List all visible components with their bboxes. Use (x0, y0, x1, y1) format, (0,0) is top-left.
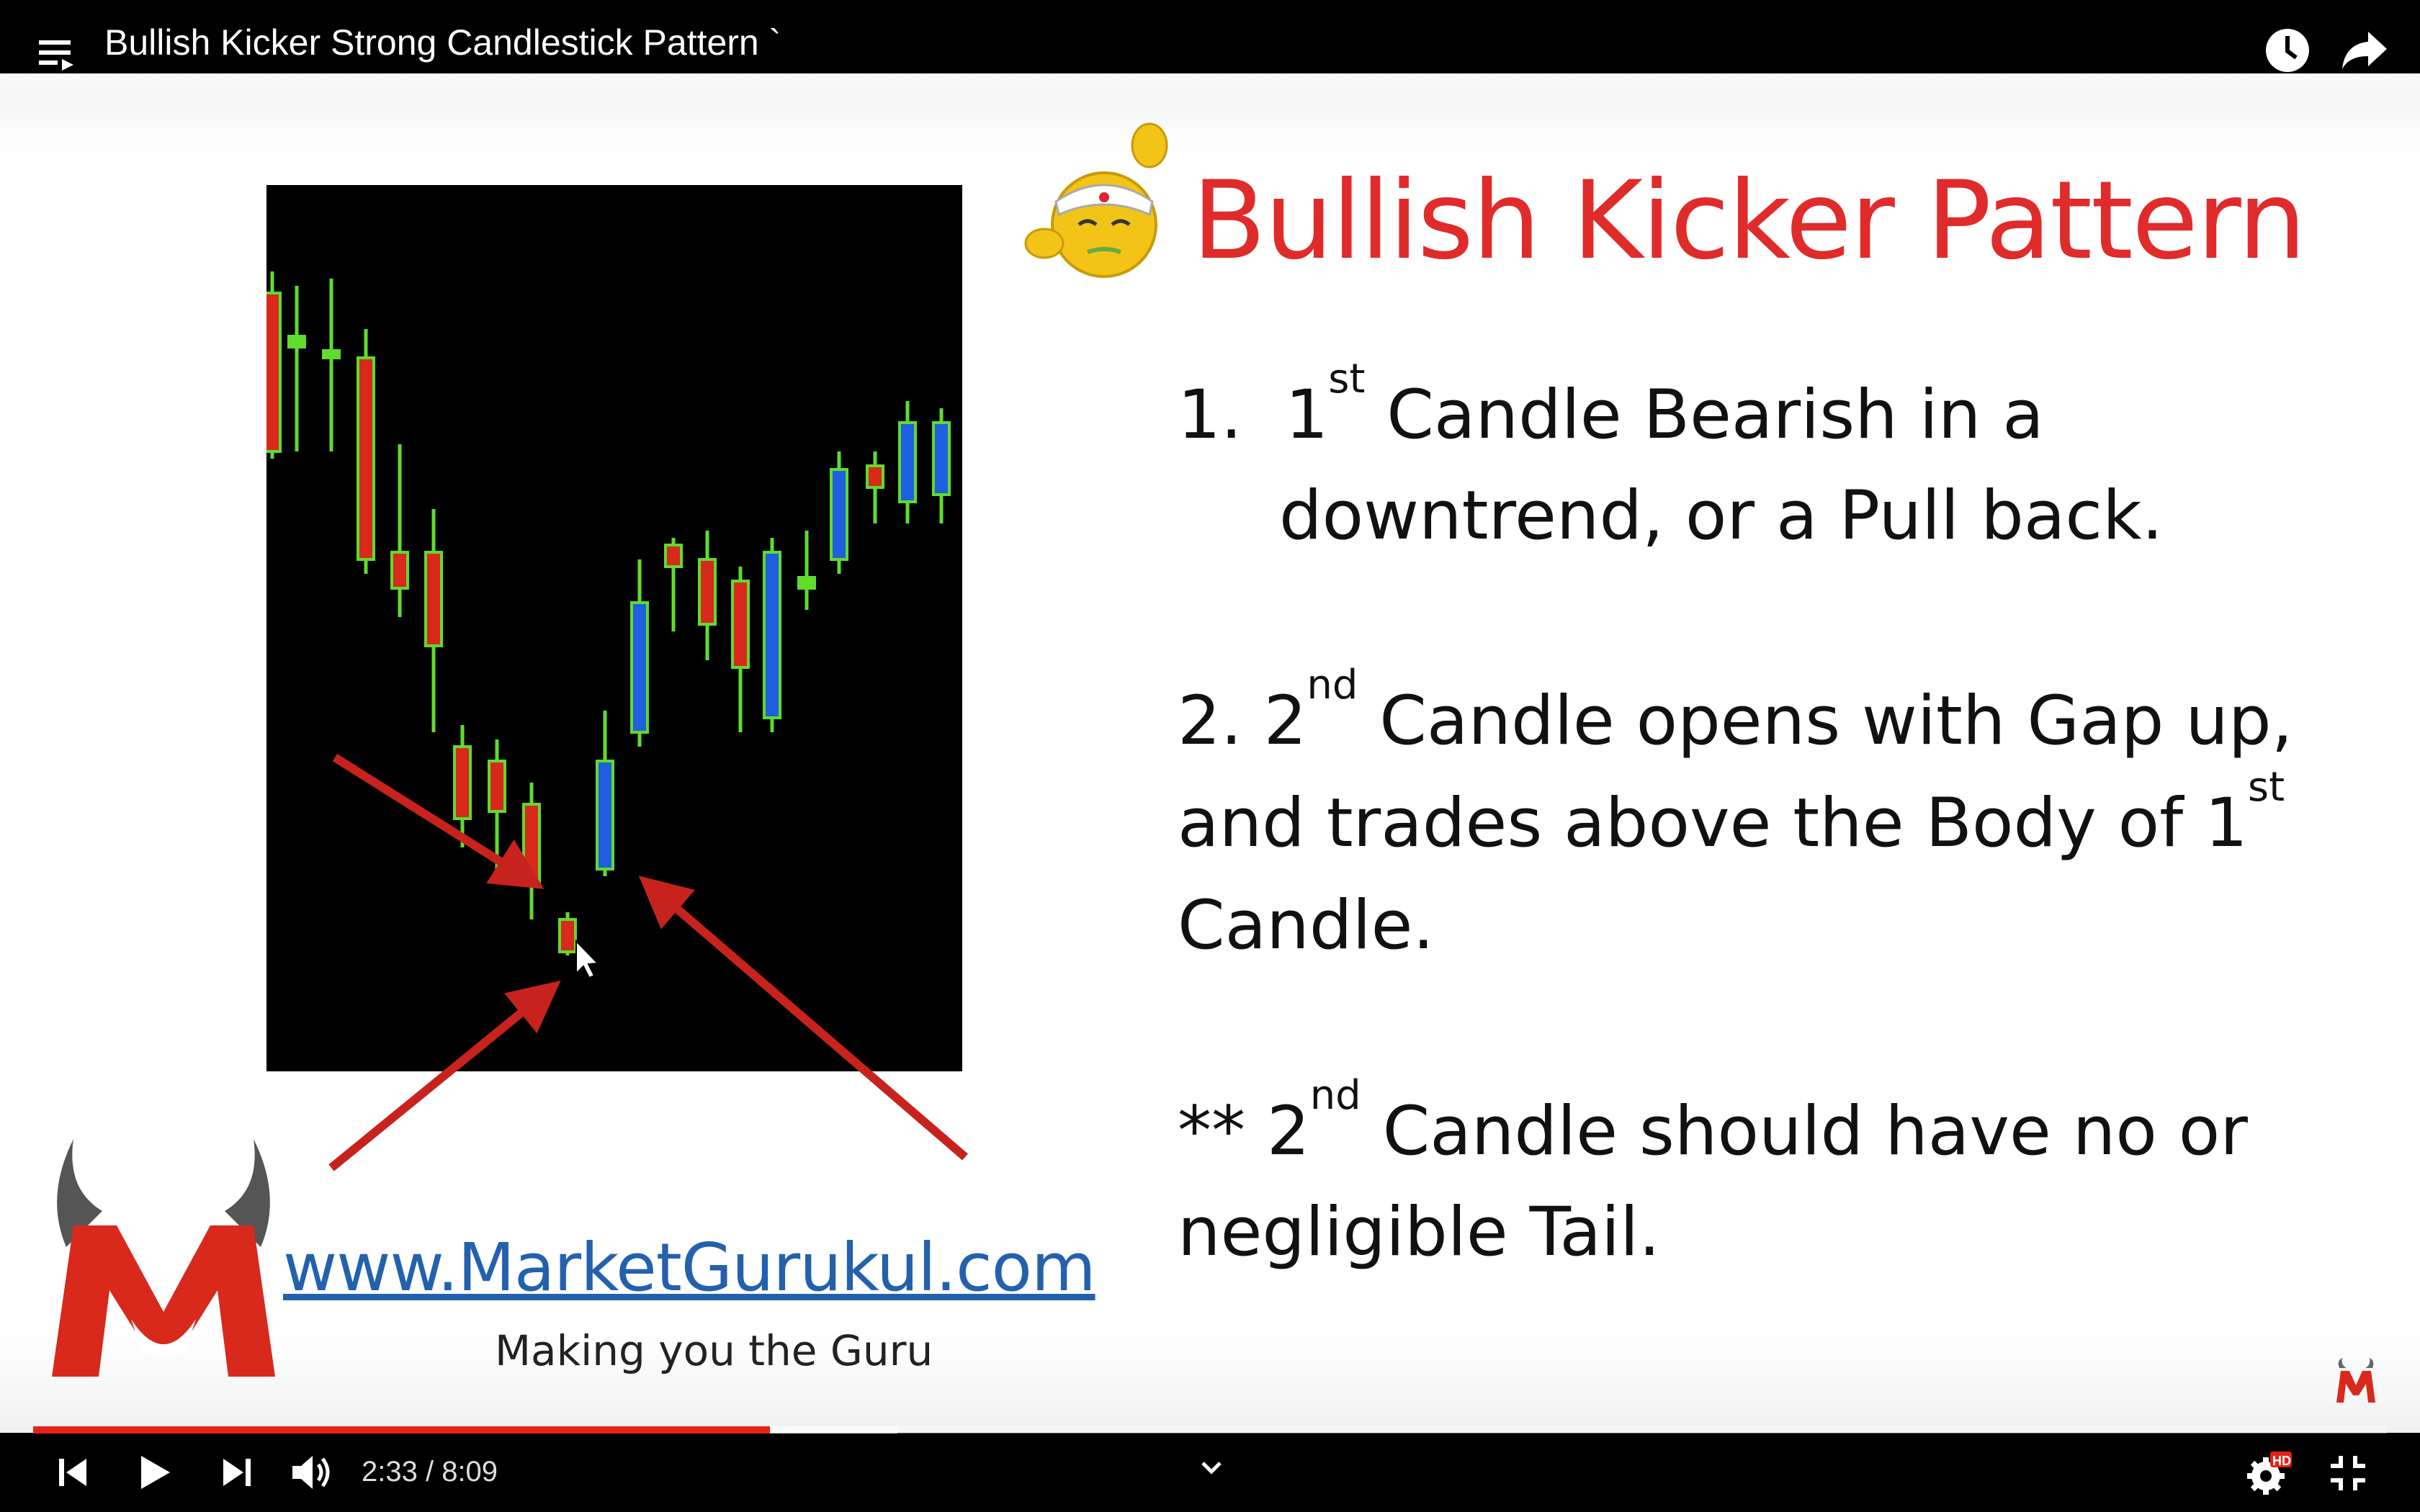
point-1-line-1: 1. 1st Candle Bearish in a (1178, 356, 2044, 455)
hd-badge: HD (2272, 1454, 2291, 1468)
candle-body (630, 601, 649, 734)
mascot-smiley-icon (1024, 122, 1168, 278)
candle-body (797, 576, 816, 590)
candle-body (488, 760, 506, 813)
share-arrow-icon[interactable] (2341, 29, 2388, 71)
candle-body (558, 918, 577, 953)
candle-body (390, 551, 409, 590)
mouse-cursor (575, 939, 600, 979)
gear-icon[interactable] (2246, 1450, 2293, 1498)
progress-played[interactable] (33, 1426, 770, 1434)
candle-body (266, 292, 282, 453)
candle-body (424, 551, 443, 647)
skip-next-icon[interactable] (220, 1456, 254, 1489)
arrow-2 (328, 980, 561, 1171)
video-frame[interactable]: Bullish Kicker Pattern 1. 1st Candle Bea… (0, 73, 2420, 1439)
arrow-1 (332, 753, 544, 889)
candle-body (664, 544, 683, 568)
candlestick-chart (266, 185, 962, 1071)
candle-body (932, 421, 951, 496)
playlist-icon[interactable] (37, 37, 76, 73)
volume-icon[interactable] (291, 1453, 337, 1492)
channel-logo-icon[interactable] (2335, 1358, 2377, 1404)
candle-body (322, 349, 341, 359)
point-2-line-1: 2. 2nd Candle opens with Gap up, (1178, 662, 2293, 761)
website-link[interactable]: www.MarketGurukul.com (283, 1229, 1096, 1306)
candle-body (357, 356, 375, 561)
progress-track[interactable] (33, 1426, 2387, 1434)
point-3-line-1: ** 2nd Candle should have no or (1178, 1072, 2248, 1171)
candle-body (898, 421, 917, 503)
candle-body (698, 558, 717, 626)
time-display: 2:33 / 8:09 (362, 1456, 498, 1488)
annotation-arrows (328, 753, 968, 1171)
candle-body (287, 335, 306, 348)
video-title[interactable]: Bullish Kicker Strong Candlestick Patter… (104, 22, 781, 63)
slide-title: Bullish Kicker Pattern (1192, 158, 2306, 284)
point-1-line-2: downtrend, or a Pull back. (1279, 477, 2164, 555)
candle-body (453, 745, 472, 820)
skip-previous-icon[interactable] (56, 1456, 89, 1489)
chevron-down-icon[interactable] (1198, 1459, 1224, 1476)
candle-body (866, 464, 884, 489)
point-3-line-2: negligible Tail. (1178, 1193, 1661, 1272)
clock-icon[interactable] (2264, 27, 2311, 73)
arrow-3 (638, 876, 968, 1161)
candle-body (830, 468, 848, 561)
logo-tagline: Making you the Guru (495, 1326, 933, 1375)
point-2-line-2: and trades above the Body of 1st (1178, 764, 2285, 863)
exit-fullscreen-icon[interactable] (2328, 1453, 2368, 1493)
play-icon[interactable] (137, 1453, 173, 1492)
candle-body (763, 551, 781, 719)
candle-body (731, 580, 750, 669)
video-title-bar: Bullish Kicker Strong Candlestick Patter… (0, 0, 2420, 73)
marketgurukul-logo (52, 1139, 275, 1377)
candle-body (596, 760, 614, 870)
point-2-line-3: Candle. (1178, 886, 1435, 965)
